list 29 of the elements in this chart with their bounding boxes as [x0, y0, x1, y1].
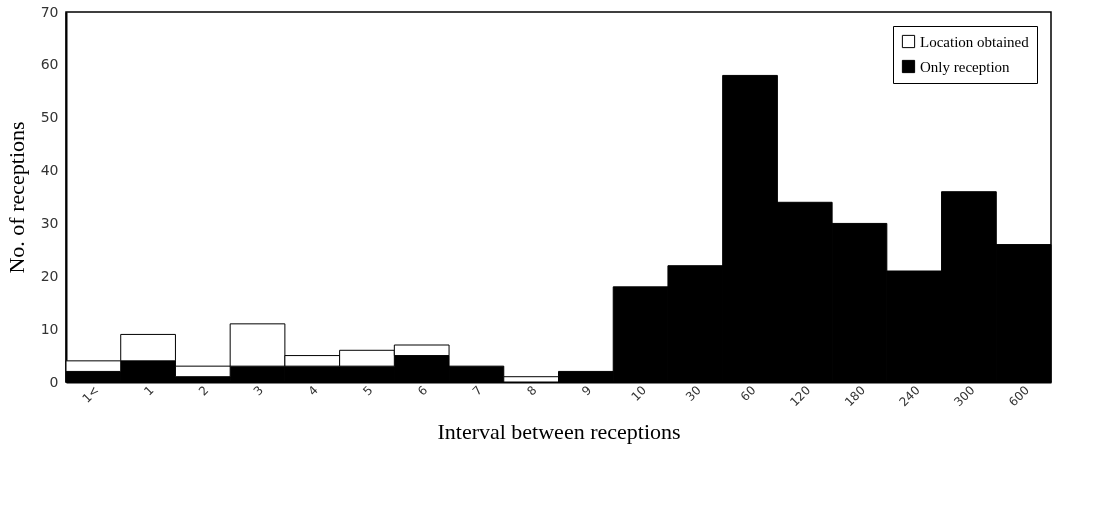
y-tick-label: 30	[40, 214, 59, 231]
y-tick-label: 40	[40, 162, 59, 179]
y-axis-title: No. of receptions	[3, 121, 29, 274]
x-tick-label: 7	[469, 383, 485, 399]
x-tick-label: 600	[1006, 383, 1033, 410]
x-tick-label: 180	[841, 383, 868, 410]
legend-label: Location obtained	[920, 33, 1030, 50]
x-tick-label: 3	[250, 383, 267, 399]
x-tick-label: 6	[414, 383, 431, 399]
x-tick-label: 10	[628, 383, 650, 404]
legend-label: Only reception	[920, 58, 1011, 75]
x-tick-label: 300	[951, 383, 978, 410]
x-tick-label: 1	[141, 383, 157, 399]
x-tick-label: 4	[305, 383, 321, 399]
x-tick-label: 1<	[79, 383, 102, 406]
x-tick-label: 30	[683, 383, 704, 404]
x-tick-label: 60	[737, 383, 759, 404]
y-tick-label: 0	[49, 373, 59, 390]
y-tick-label: 60	[40, 56, 59, 73]
y-tick-label: 20	[40, 267, 59, 284]
x-axis-title: Interval between receptions	[437, 419, 681, 445]
y-tick-label: 70	[40, 3, 59, 20]
x-tick-label: 8	[524, 383, 540, 399]
y-tick-label: 50	[40, 109, 59, 126]
x-tick-label: 2	[195, 383, 212, 399]
y-tick-label: 10	[40, 320, 59, 337]
x-tick-label: 9	[579, 383, 595, 399]
x-tick-label: 120	[787, 383, 814, 410]
x-tick-label: 5	[360, 383, 376, 399]
